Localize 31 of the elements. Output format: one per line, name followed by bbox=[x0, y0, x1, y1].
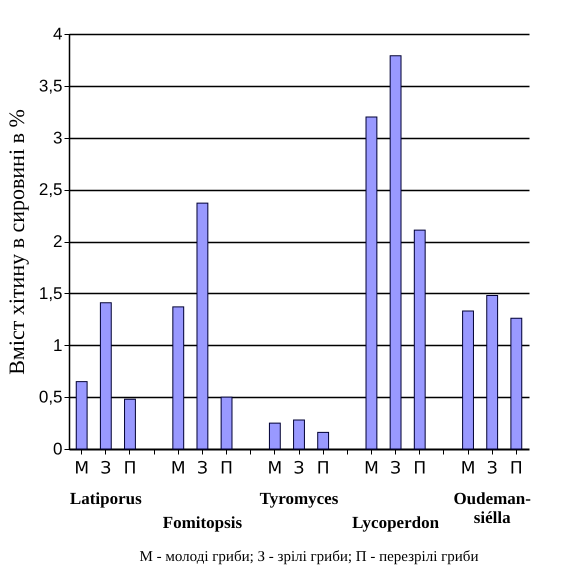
x-tick-label: М bbox=[364, 458, 379, 478]
x-tick-label: З bbox=[390, 458, 402, 478]
x-tick-label: П bbox=[413, 458, 426, 478]
text: Tyromyces bbox=[260, 489, 339, 508]
x-tick-label: З bbox=[486, 458, 498, 478]
x-tick-label: З bbox=[196, 458, 208, 478]
y-tick-label: 3 bbox=[53, 128, 62, 148]
x-tick-label: П bbox=[124, 458, 136, 478]
x-tick-label: П bbox=[510, 458, 523, 478]
x-tick-label: З bbox=[294, 458, 304, 478]
text: Oudeman- siélla bbox=[453, 489, 532, 527]
y-tick-label: 3,5 bbox=[38, 76, 62, 96]
x-tick-label: М bbox=[74, 458, 90, 478]
y-tick-label: 1,5 bbox=[38, 284, 62, 303]
y-tick-label: 0 bbox=[53, 440, 62, 458]
y-tick-label: 2 bbox=[53, 232, 62, 251]
y-tick-label: 1 bbox=[53, 336, 62, 355]
x-tick-label: М bbox=[460, 458, 476, 478]
x-tick-label: П bbox=[316, 458, 330, 478]
y-tick-label: 4 bbox=[53, 24, 62, 44]
x-tick-label: З bbox=[100, 458, 112, 478]
x-tick-label: М bbox=[268, 458, 282, 478]
x-tick-label: М bbox=[170, 458, 186, 478]
x-tick-label: П bbox=[220, 458, 233, 478]
text: Fomitopsis bbox=[162, 513, 242, 532]
y-tick-label: 2,5 bbox=[38, 180, 62, 200]
y-tick-label: 0,5 bbox=[38, 388, 62, 407]
text: Latiporus bbox=[70, 489, 142, 508]
text: М - молоді гриби; З - зрілі гриби; П - перезрілі гриби bbox=[140, 549, 478, 565]
text: Lycoperdon bbox=[352, 513, 440, 532]
y-axis-title: Вміст хітину в сировині в % bbox=[4, 109, 29, 375]
